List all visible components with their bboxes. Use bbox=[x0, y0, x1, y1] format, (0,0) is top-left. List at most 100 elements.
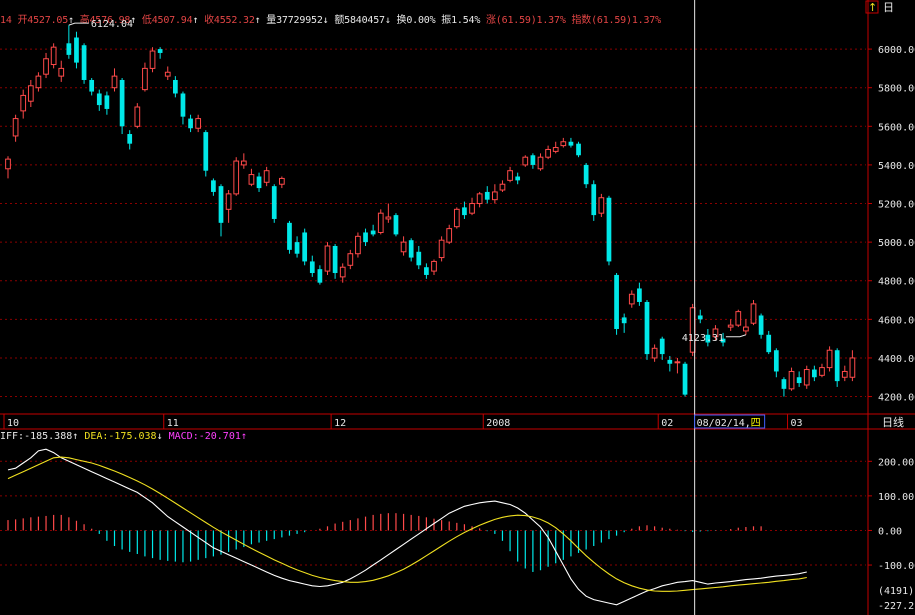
time-tick-label: 03 bbox=[791, 418, 803, 429]
candle-body bbox=[491, 191, 498, 201]
time-tick-label: 02 bbox=[661, 418, 673, 429]
candle-body bbox=[766, 334, 772, 353]
price-tick-label: 5400.00 bbox=[878, 161, 915, 172]
candle-body bbox=[659, 338, 665, 355]
candle-body bbox=[324, 245, 331, 272]
candle-body bbox=[484, 191, 490, 200]
candle-body bbox=[74, 37, 79, 63]
candle-body bbox=[416, 251, 422, 266]
candle-body bbox=[667, 359, 673, 364]
candle-body bbox=[294, 242, 300, 254]
candle-body bbox=[758, 315, 764, 335]
candle-body bbox=[507, 170, 513, 181]
low-arrow: ↑ bbox=[192, 15, 199, 26]
price-tick-label: 6000.00 bbox=[878, 45, 915, 56]
candle-body bbox=[819, 367, 825, 376]
candle-body bbox=[263, 170, 270, 183]
period-label: 日线 bbox=[882, 415, 904, 429]
up-icon-box[interactable] bbox=[865, 0, 879, 14]
candles-layer bbox=[5, 25, 856, 397]
candle-body bbox=[834, 350, 840, 382]
rise-percent: 涨(61.59)1.37% bbox=[486, 15, 566, 26]
high-price: 高4576.98 bbox=[79, 15, 131, 26]
candle-body bbox=[682, 363, 688, 395]
up-arrow-icon[interactable]: ↑ bbox=[868, 1, 877, 14]
macd-layer bbox=[7, 448, 807, 606]
candle-body bbox=[750, 303, 757, 324]
price-tick-label: 4400.00 bbox=[878, 354, 915, 365]
candle-body bbox=[781, 379, 787, 389]
candle-body bbox=[332, 245, 338, 274]
candle-body bbox=[462, 207, 467, 216]
candle-body bbox=[849, 357, 856, 378]
candle-body bbox=[499, 183, 506, 191]
volume-arrow: ↓ bbox=[322, 15, 329, 26]
candle-body bbox=[287, 222, 292, 250]
candle-body bbox=[134, 106, 141, 127]
price-tick-label: 4200.00 bbox=[878, 393, 915, 404]
candle-body bbox=[743, 326, 749, 332]
candle-body bbox=[111, 75, 118, 89]
macd-tick-label: 200.00 bbox=[878, 457, 914, 468]
candle-body bbox=[385, 216, 392, 220]
candle-body bbox=[408, 240, 414, 258]
candle-body bbox=[339, 266, 346, 278]
candle-body bbox=[446, 228, 453, 243]
candle-body bbox=[424, 267, 429, 275]
candle-body bbox=[278, 177, 285, 185]
candle-body bbox=[598, 197, 605, 214]
candle-body bbox=[96, 93, 102, 106]
candle-body bbox=[568, 141, 574, 146]
extreme-price-label: 4123.31 bbox=[682, 333, 724, 344]
candle-body bbox=[43, 58, 49, 75]
candle-body bbox=[674, 361, 681, 364]
candle-body bbox=[400, 241, 407, 253]
candle-body bbox=[841, 370, 848, 378]
candle-body bbox=[712, 328, 719, 338]
candle-body bbox=[317, 269, 323, 283]
stock-code: 14 bbox=[0, 15, 12, 26]
candle-body bbox=[522, 156, 529, 166]
candle-body bbox=[393, 215, 399, 235]
candle-body bbox=[149, 50, 156, 69]
macd-tick-label: -100.00 bbox=[878, 561, 915, 572]
macd-value: MACD:-20.701 bbox=[168, 431, 241, 442]
candle-body bbox=[469, 203, 475, 214]
candle-body bbox=[35, 75, 42, 89]
labels-layer: 6000.00 5800.00 5600.00 5400.00 5200.00 5000.… bbox=[7, 0, 915, 615]
price-tick-label: 5800.00 bbox=[878, 84, 915, 95]
index-percent: 指数(61.59)1.37% bbox=[571, 15, 661, 26]
open-arrow: ↑ bbox=[68, 15, 74, 26]
price-tick-label: 5000.00 bbox=[878, 238, 915, 249]
amount: 额5840457 bbox=[334, 15, 385, 26]
candle-body bbox=[720, 338, 726, 343]
candle-body bbox=[537, 156, 544, 170]
candle-body bbox=[438, 239, 445, 259]
day-period-button[interactable]: 日 bbox=[883, 1, 894, 14]
crosshair-weekday-label: 四 bbox=[751, 418, 761, 429]
candle-body bbox=[377, 212, 384, 233]
candle-body bbox=[188, 118, 193, 129]
candle-body bbox=[271, 186, 277, 219]
candle-body bbox=[606, 197, 612, 262]
candle-body bbox=[697, 315, 703, 320]
amount-arrow: ↓ bbox=[384, 15, 391, 26]
high-arrow: ↑ bbox=[130, 15, 137, 26]
grid-layer bbox=[0, 48, 866, 566]
candle-body bbox=[119, 79, 125, 127]
time-tick-label: 12 bbox=[334, 418, 346, 429]
macd-info-bar: IFF:-185.388↑ DEA:-175.038↓ MACD:-20.701… bbox=[0, 431, 247, 442]
candle-body bbox=[773, 350, 779, 372]
extreme-marker-line bbox=[725, 334, 747, 338]
price-tick-label: 4600.00 bbox=[878, 315, 915, 326]
candle-body bbox=[240, 160, 247, 166]
crosshair-date-box bbox=[694, 414, 766, 429]
candle-body bbox=[576, 143, 581, 156]
candle-body bbox=[248, 174, 255, 185]
candle-body bbox=[583, 164, 589, 185]
candle-body bbox=[195, 118, 202, 129]
candle-body bbox=[12, 118, 19, 137]
candle-body bbox=[142, 67, 148, 91]
